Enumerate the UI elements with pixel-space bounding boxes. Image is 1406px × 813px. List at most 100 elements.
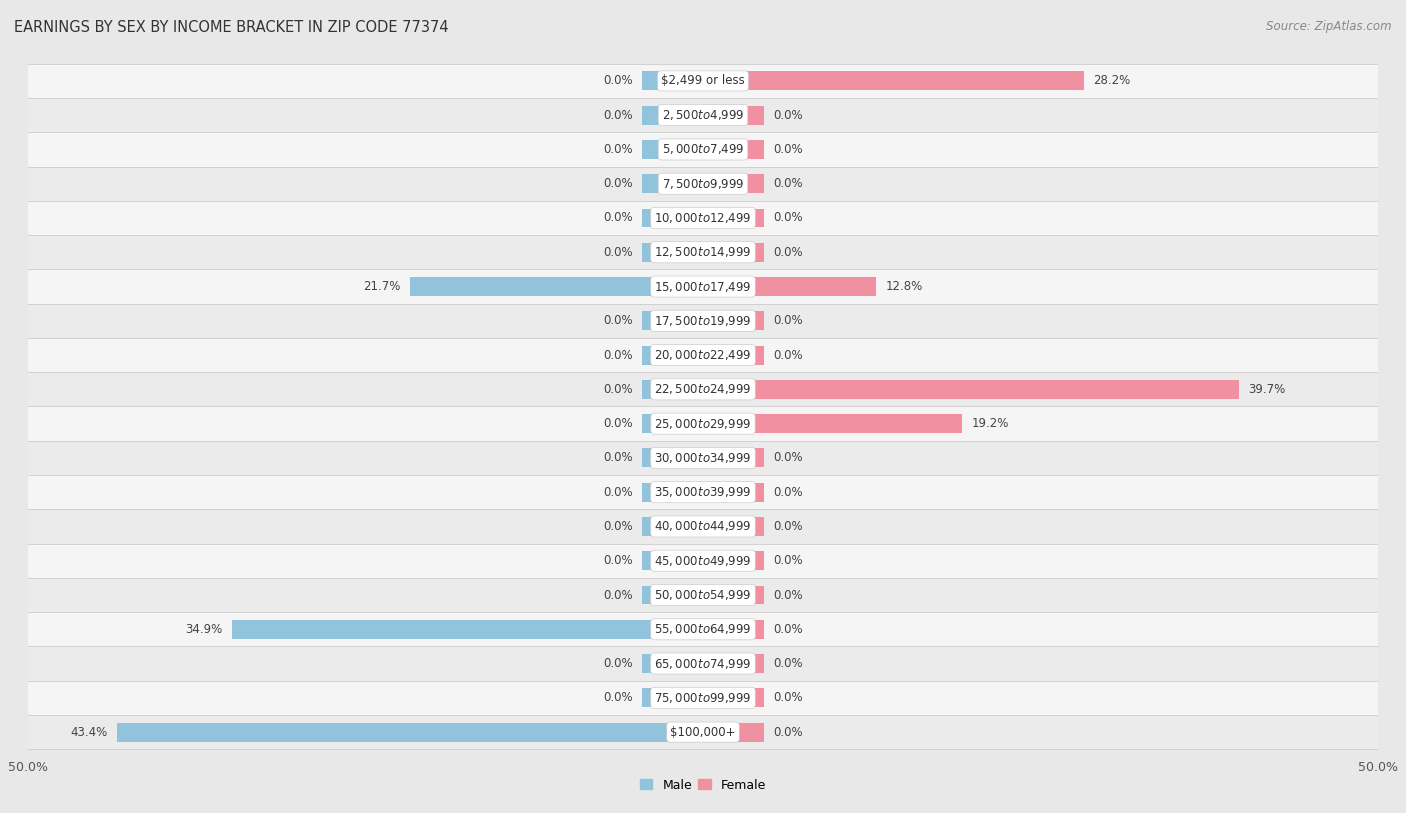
Text: 0.0%: 0.0% bbox=[773, 177, 803, 190]
Bar bbox=[703, 106, 763, 124]
Text: 0.0%: 0.0% bbox=[773, 109, 803, 122]
Text: $15,000 to $17,499: $15,000 to $17,499 bbox=[654, 280, 752, 293]
Text: 0.0%: 0.0% bbox=[773, 211, 803, 224]
Bar bbox=[703, 585, 763, 604]
Bar bbox=[703, 72, 1084, 90]
Bar bbox=[232, 620, 703, 639]
Bar bbox=[28, 167, 1378, 201]
Bar bbox=[703, 517, 763, 536]
Text: 0.0%: 0.0% bbox=[603, 417, 633, 430]
Text: $5,000 to $7,499: $5,000 to $7,499 bbox=[662, 142, 744, 156]
Bar bbox=[28, 338, 1378, 372]
Text: $30,000 to $34,999: $30,000 to $34,999 bbox=[654, 451, 752, 465]
Bar bbox=[643, 209, 703, 228]
Text: 0.0%: 0.0% bbox=[603, 554, 633, 567]
Text: $65,000 to $74,999: $65,000 to $74,999 bbox=[654, 657, 752, 671]
Text: $50,000 to $54,999: $50,000 to $54,999 bbox=[654, 588, 752, 602]
Bar bbox=[703, 723, 763, 741]
Text: $25,000 to $29,999: $25,000 to $29,999 bbox=[654, 416, 752, 431]
Text: $55,000 to $64,999: $55,000 to $64,999 bbox=[654, 622, 752, 637]
Text: Source: ZipAtlas.com: Source: ZipAtlas.com bbox=[1267, 20, 1392, 33]
Bar bbox=[643, 380, 703, 399]
Bar bbox=[28, 372, 1378, 406]
Text: $2,499 or less: $2,499 or less bbox=[661, 75, 745, 88]
Text: 0.0%: 0.0% bbox=[773, 485, 803, 498]
Bar bbox=[703, 654, 763, 673]
Bar bbox=[643, 483, 703, 502]
Bar bbox=[28, 235, 1378, 269]
Bar bbox=[28, 715, 1378, 750]
Bar bbox=[703, 140, 763, 159]
Text: $35,000 to $39,999: $35,000 to $39,999 bbox=[654, 485, 752, 499]
Bar bbox=[28, 475, 1378, 509]
Text: 0.0%: 0.0% bbox=[773, 349, 803, 362]
Text: 0.0%: 0.0% bbox=[773, 623, 803, 636]
Bar bbox=[411, 277, 703, 296]
Bar bbox=[703, 551, 763, 570]
Text: 0.0%: 0.0% bbox=[773, 691, 803, 704]
Text: 0.0%: 0.0% bbox=[773, 246, 803, 259]
Bar bbox=[643, 585, 703, 604]
Bar bbox=[28, 612, 1378, 646]
Bar bbox=[643, 517, 703, 536]
Text: $100,000+: $100,000+ bbox=[671, 725, 735, 738]
Text: 0.0%: 0.0% bbox=[603, 315, 633, 328]
Bar bbox=[703, 311, 763, 330]
Text: 0.0%: 0.0% bbox=[773, 657, 803, 670]
Bar bbox=[28, 441, 1378, 475]
Bar bbox=[703, 620, 763, 639]
Bar bbox=[28, 63, 1378, 98]
Bar bbox=[28, 98, 1378, 133]
Bar bbox=[643, 689, 703, 707]
Text: 0.0%: 0.0% bbox=[603, 246, 633, 259]
Text: 21.7%: 21.7% bbox=[363, 280, 401, 293]
Text: 0.0%: 0.0% bbox=[773, 451, 803, 464]
Text: 0.0%: 0.0% bbox=[603, 485, 633, 498]
Text: 34.9%: 34.9% bbox=[186, 623, 222, 636]
Text: 0.0%: 0.0% bbox=[773, 520, 803, 533]
Text: $40,000 to $44,999: $40,000 to $44,999 bbox=[654, 520, 752, 533]
Bar bbox=[28, 578, 1378, 612]
Bar bbox=[643, 346, 703, 364]
Bar bbox=[703, 346, 763, 364]
Text: 0.0%: 0.0% bbox=[603, 109, 633, 122]
Text: $22,500 to $24,999: $22,500 to $24,999 bbox=[654, 382, 752, 397]
Text: $20,000 to $22,499: $20,000 to $22,499 bbox=[654, 348, 752, 362]
Text: 28.2%: 28.2% bbox=[1092, 75, 1130, 88]
Text: $75,000 to $99,999: $75,000 to $99,999 bbox=[654, 691, 752, 705]
Text: $7,500 to $9,999: $7,500 to $9,999 bbox=[662, 176, 744, 191]
Text: 0.0%: 0.0% bbox=[773, 554, 803, 567]
Bar bbox=[643, 654, 703, 673]
Text: $45,000 to $49,999: $45,000 to $49,999 bbox=[654, 554, 752, 567]
Text: 0.0%: 0.0% bbox=[603, 349, 633, 362]
Text: 0.0%: 0.0% bbox=[603, 143, 633, 156]
Bar bbox=[643, 174, 703, 193]
Text: 43.4%: 43.4% bbox=[70, 725, 108, 738]
Bar bbox=[703, 174, 763, 193]
Text: 19.2%: 19.2% bbox=[972, 417, 1010, 430]
Text: $10,000 to $12,499: $10,000 to $12,499 bbox=[654, 211, 752, 225]
Bar bbox=[643, 551, 703, 570]
Bar bbox=[28, 646, 1378, 680]
Text: 0.0%: 0.0% bbox=[773, 143, 803, 156]
Bar bbox=[643, 243, 703, 262]
Bar bbox=[28, 406, 1378, 441]
Bar bbox=[117, 723, 703, 741]
Text: 0.0%: 0.0% bbox=[603, 520, 633, 533]
Bar bbox=[703, 277, 876, 296]
Bar bbox=[643, 106, 703, 124]
Bar bbox=[28, 544, 1378, 578]
Text: $2,500 to $4,999: $2,500 to $4,999 bbox=[662, 108, 744, 122]
Bar bbox=[643, 311, 703, 330]
Bar bbox=[28, 509, 1378, 544]
Bar bbox=[643, 449, 703, 467]
Text: $17,500 to $19,999: $17,500 to $19,999 bbox=[654, 314, 752, 328]
Bar bbox=[703, 414, 962, 433]
Text: 0.0%: 0.0% bbox=[603, 691, 633, 704]
Bar bbox=[703, 449, 763, 467]
Text: 0.0%: 0.0% bbox=[773, 725, 803, 738]
Text: 0.0%: 0.0% bbox=[603, 211, 633, 224]
Text: 0.0%: 0.0% bbox=[773, 589, 803, 602]
Bar bbox=[28, 269, 1378, 304]
Text: 0.0%: 0.0% bbox=[603, 383, 633, 396]
